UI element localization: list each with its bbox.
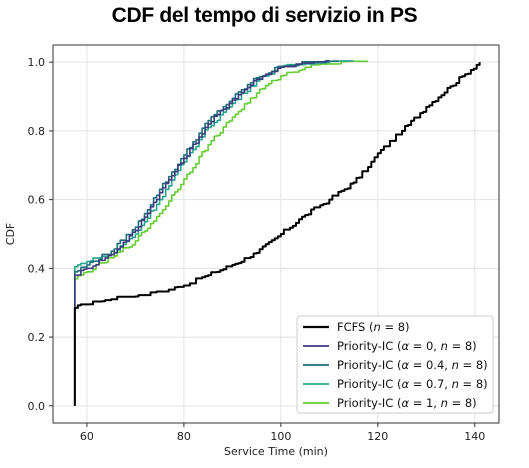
- y-tick-label: 0.4: [28, 262, 46, 275]
- legend-entry: FCFS (n = 8): [337, 320, 410, 334]
- series-layer: [73, 59, 481, 406]
- legend-entry: Priority-IC (α = 0.4, n = 8): [337, 358, 488, 372]
- series-line-2: [74, 60, 340, 406]
- y-tick-label: 0.6: [28, 194, 46, 207]
- y-axis-label: CDF: [4, 223, 17, 245]
- series-line-0: [73, 62, 481, 406]
- y-tick-label: 1.0: [28, 56, 46, 69]
- page-title: CDF del tempo di servizio in PS: [111, 4, 418, 27]
- ticks: 60 80 100 120 140 0.0 0.2 0.4 0.6 0.8 1.0: [28, 56, 486, 443]
- x-axis-label: Service Time (min): [224, 445, 328, 458]
- y-tick-label: 0.0: [28, 400, 46, 413]
- x-tick-label: 80: [177, 430, 191, 443]
- x-tick-label: 120: [367, 430, 388, 443]
- legend-entry: Priority-IC (α = 0, n = 8): [337, 339, 477, 353]
- plot-frame: [52, 44, 500, 424]
- series-line-4: [74, 60, 369, 406]
- legend-entry: Priority-IC (α = 1, n = 8): [337, 396, 477, 410]
- legend: FCFS (n = 8) Priority-IC (α = 0, n = 8) Pr…: [296, 315, 494, 414]
- grid: [53, 45, 499, 423]
- legend-entry: Priority-IC (α = 0.7, n = 8): [337, 377, 488, 391]
- y-tick-label: 0.8: [28, 125, 46, 138]
- x-tick-label: 60: [80, 430, 94, 443]
- series-line-1: [74, 59, 330, 406]
- x-tick-label: 140: [464, 430, 485, 443]
- legend-box: [296, 315, 494, 414]
- y-tick-label: 0.2: [28, 331, 46, 344]
- x-tick-label: 100: [270, 430, 291, 443]
